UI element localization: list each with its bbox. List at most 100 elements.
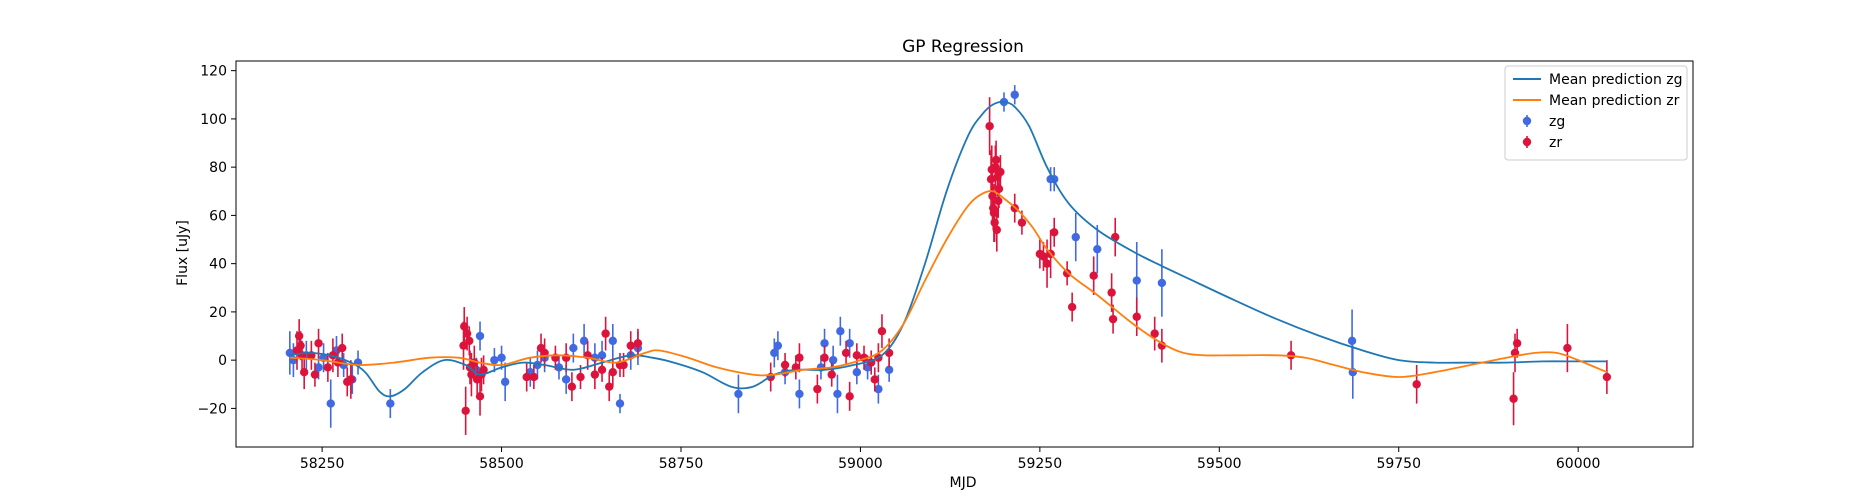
legend: Mean prediction zg Mean prediction zr zg zr: [1504, 65, 1688, 161]
data-point-zg: [828, 355, 838, 365]
data-point-zr: [601, 329, 610, 338]
series-zg: [285, 85, 1357, 428]
data-point-zr: [1132, 312, 1141, 321]
data-point-zr: [827, 370, 836, 379]
data-point-zr: [841, 348, 851, 358]
data-point-zr: [1050, 228, 1059, 237]
data-point-zr: [1412, 380, 1421, 389]
data-point-zr: [605, 382, 614, 391]
data-point-zr: [1089, 271, 1098, 280]
data-point-zg: [326, 399, 335, 408]
data-point-zg: [569, 343, 578, 353]
data-point-zr: [780, 360, 790, 370]
data-point-zr: [884, 348, 894, 358]
data-point-zg: [500, 377, 510, 387]
legend-box: [1504, 65, 1688, 161]
x-tick-label: 58750: [659, 456, 704, 472]
legend-swatch-zg: [1522, 116, 1532, 126]
data-point-zr: [576, 372, 585, 382]
data-point-zr: [296, 341, 305, 350]
y-tick-label: 80: [209, 160, 227, 176]
y-tick-label: −20: [197, 401, 227, 417]
data-point-zr: [1509, 394, 1518, 403]
data-point-zg: [1010, 90, 1019, 99]
data-point-zr: [338, 343, 347, 353]
data-point-zr: [985, 121, 994, 131]
data-point-zr: [619, 360, 628, 370]
data-point-zg: [1157, 278, 1167, 288]
data-point-zr: [633, 339, 643, 348]
data-point-zr: [608, 368, 618, 377]
data-point-zg: [608, 336, 618, 346]
x-tick-label: 58500: [479, 456, 524, 472]
data-point-zr: [1563, 343, 1572, 353]
x-tick-label: 59750: [1376, 456, 1421, 472]
data-point-zr: [475, 392, 485, 401]
mean-prediction-zr-line: [289, 190, 1608, 378]
data-point-zg: [795, 389, 804, 399]
data-point-zr: [877, 327, 887, 336]
data-point-zg: [579, 336, 589, 346]
data-point-zr: [813, 384, 822, 394]
data-point-zg: [386, 399, 395, 408]
data-point-zg: [884, 365, 894, 374]
data-point-zr: [1602, 372, 1612, 382]
x-tick-label: 59500: [1197, 456, 1242, 472]
data-point-zr: [1042, 259, 1052, 268]
data-point-zr: [845, 392, 854, 401]
data-point-zr: [996, 167, 1005, 177]
data-point-zr: [597, 365, 607, 374]
legend-swatch-zr: [1522, 137, 1532, 147]
data-point-zr: [1017, 218, 1027, 227]
data-point-zg: [497, 353, 506, 362]
series-zr: [292, 97, 1612, 435]
data-point-zg: [475, 331, 485, 341]
data-point-zr: [626, 341, 635, 350]
x-tick-label: 58250: [300, 456, 345, 472]
data-point-zr: [522, 372, 531, 382]
data-point-zr: [1062, 269, 1072, 278]
data-point-zg: [490, 355, 499, 365]
y-tick-label: 120: [200, 64, 227, 80]
data-point-zr: [299, 368, 309, 377]
data-point-zg: [734, 389, 743, 399]
data-point-zr: [1150, 329, 1159, 338]
x-tick-label: 60000: [1556, 456, 1601, 472]
data-point-zg: [1071, 232, 1080, 242]
data-point-zr: [795, 353, 804, 362]
x-axis-ticks: 58250 58500 58750 59000 59250 59500 59750 60000: [300, 447, 1601, 472]
data-point-zg: [1347, 336, 1357, 346]
data-point-zr: [1039, 252, 1048, 261]
mean-prediction-zg-line: [289, 101, 1607, 398]
legend-label-zr: zr: [1549, 135, 1562, 151]
data-point-zg: [314, 363, 323, 372]
data-point-zr: [852, 351, 862, 360]
plot-content: [285, 85, 1612, 435]
data-point-zg: [833, 389, 842, 399]
data-point-zr: [465, 336, 474, 346]
data-point-zr: [1067, 302, 1077, 312]
data-point-zg: [773, 341, 783, 350]
y-tick-label: 40: [209, 257, 227, 273]
data-point-zr: [529, 372, 539, 382]
data-point-zg: [561, 375, 571, 384]
legend-label-mean-prediction-zg: Mean prediction zg: [1549, 72, 1683, 88]
y-tick-label: 0: [218, 353, 227, 369]
x-axis-label: MJD: [950, 475, 977, 491]
y-tick-label: 60: [209, 208, 227, 224]
data-point-zr: [323, 363, 333, 372]
data-point-zr: [314, 339, 323, 348]
data-point-zg: [836, 327, 845, 336]
data-point-zg: [1093, 244, 1102, 254]
data-point-zg: [770, 348, 779, 358]
data-point-zg: [845, 339, 854, 348]
data-point-zr: [461, 406, 470, 416]
data-point-zr: [991, 155, 1001, 165]
legend-label-mean-prediction-zr: Mean prediction zr: [1549, 93, 1680, 109]
data-point-zr: [590, 370, 600, 379]
y-axis-label: Flux [uJy]: [175, 220, 191, 286]
data-point-zr: [1512, 339, 1522, 348]
data-point-zg: [615, 399, 625, 408]
